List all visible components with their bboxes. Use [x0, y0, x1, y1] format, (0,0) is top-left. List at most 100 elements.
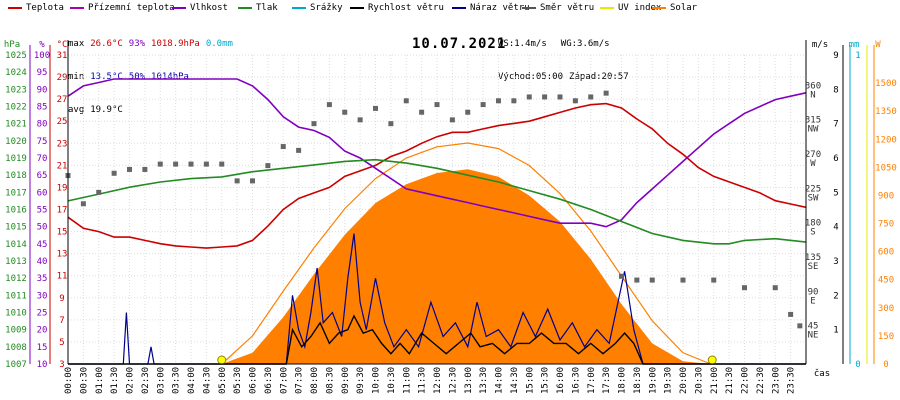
tick-time: 16:30: [571, 367, 581, 394]
tick-time: 20:00: [679, 367, 689, 394]
series-pressure: [67, 158, 807, 245]
legend-item-9: Solar: [652, 3, 697, 13]
max-humidity: 93%: [128, 39, 146, 49]
tick-time: 07:00: [279, 367, 289, 394]
min-temp: 13.5°C: [90, 72, 123, 82]
tick-c: 15: [57, 228, 68, 238]
tick-time: 06:30: [264, 367, 274, 394]
wind-direction-point: [542, 94, 548, 100]
axis-title-c: °C: [57, 40, 68, 50]
wind-direction-point: [419, 109, 425, 115]
legend-label: Vlhkost: [190, 3, 228, 13]
wind-direction-point: [127, 166, 132, 172]
wind-direction-point: [234, 178, 240, 184]
wind-direction-point: [434, 102, 440, 108]
tick-time: 11:30: [418, 367, 428, 394]
legend-label: Náraz větru: [470, 3, 530, 13]
tick-hpa: 1021: [5, 120, 27, 130]
tick-direction-name: NW: [808, 125, 819, 135]
tick-direction-deg: 45: [808, 322, 819, 332]
legend-swatch: [600, 6, 614, 9]
tick-hpa: 1020: [5, 137, 27, 147]
tick-c: 17: [57, 206, 68, 216]
tick-time: 23:30: [787, 367, 797, 394]
legend-swatch: [522, 6, 536, 9]
tick-time: 00:30: [79, 367, 89, 394]
tick-direction-name: W: [810, 159, 816, 169]
tick-pct: 65: [37, 171, 48, 181]
tick-pct: 35: [37, 274, 48, 284]
tick-time: 05:00: [218, 367, 228, 394]
wind-direction-point: [80, 201, 86, 207]
wind-direction-point: [203, 161, 209, 167]
tick-c: 11: [57, 272, 68, 282]
tick-c: 29: [57, 73, 68, 83]
tick-time: 16:00: [556, 367, 566, 394]
tick-direction-name: SW: [808, 193, 819, 203]
wind-direction-point: [680, 277, 686, 283]
sunset-marker: [707, 355, 717, 365]
avg-label: avg: [68, 105, 85, 115]
wind-direction-point: [373, 105, 378, 111]
tick-pct: 55: [37, 206, 48, 216]
tick-pct: 45: [37, 240, 48, 250]
tick-time: 20:30: [694, 367, 704, 394]
series-temperature: [67, 102, 807, 249]
tick-ms: 1: [833, 326, 838, 336]
tick-pct: 10: [37, 360, 48, 370]
axis-title-w: W: [875, 40, 881, 50]
tick-pct: 15: [37, 343, 48, 353]
tick-hpa: 1025: [5, 51, 27, 61]
tick-time: 19:30: [664, 367, 674, 394]
tick-time: 08:30: [325, 367, 335, 394]
tick-direction-name: E: [810, 296, 815, 306]
wind-direction-point: [342, 109, 348, 115]
wind-direction-point: [311, 121, 317, 127]
series-wind-gust: [68, 233, 806, 365]
tick-c: 7: [59, 316, 64, 326]
tick-w: 150: [878, 332, 894, 342]
legend-item-6: Náraz větru: [452, 3, 530, 13]
tick-ms: 3: [833, 257, 838, 267]
legend-item-2: Vlhkost: [172, 3, 228, 13]
tick-pct: 90: [37, 85, 48, 95]
legend-item-0: Teplota: [8, 3, 64, 13]
sunset-stat: Západ:20:57: [569, 72, 629, 82]
wind-direction-point: [280, 144, 286, 150]
tick-hpa: 1017: [5, 188, 27, 198]
wind-stats-row: WS:1.4m/s WG:3.6m/s: [498, 39, 635, 50]
tick-time: 00:00: [64, 367, 74, 394]
tick-time: 05:30: [233, 367, 243, 394]
wind-direction-point: [496, 98, 501, 104]
legend-swatch: [172, 6, 186, 9]
tick-c: 27: [57, 95, 68, 105]
tick-hpa: 1012: [5, 274, 27, 284]
tick-time: 19:00: [648, 367, 658, 394]
wind-direction-point: [511, 98, 517, 104]
legend-label: Solar: [670, 3, 698, 13]
tick-ms: 7: [833, 120, 838, 130]
tick-direction-deg: 135: [805, 253, 821, 263]
wind-direction-point: [557, 94, 563, 100]
wind-direction-point: [588, 94, 594, 100]
tick-time: 15:30: [541, 367, 551, 394]
wind-direction-point: [142, 166, 148, 172]
series-humidity: [67, 78, 807, 228]
tick-time: 12:00: [433, 367, 443, 394]
tick-time: 01:00: [95, 367, 105, 394]
legend-label: Teplota: [26, 3, 64, 13]
legend-label: UV index: [618, 3, 662, 13]
axis-title-ms: m/s: [812, 40, 828, 50]
wind-direction-point: [219, 161, 225, 167]
tick-direction-name: NE: [808, 331, 819, 341]
legend-label: Srážky: [310, 3, 343, 13]
tick-c: 13: [57, 250, 68, 260]
tick-time: 08:00: [310, 367, 320, 394]
tick-direction-name: SE: [808, 262, 819, 272]
tick-ms: 4: [833, 223, 838, 233]
tick-c: 9: [59, 294, 64, 304]
tick-pct: 75: [37, 137, 48, 147]
tick-w: 900: [878, 191, 894, 201]
max-temp: 26.6°C: [90, 39, 123, 49]
